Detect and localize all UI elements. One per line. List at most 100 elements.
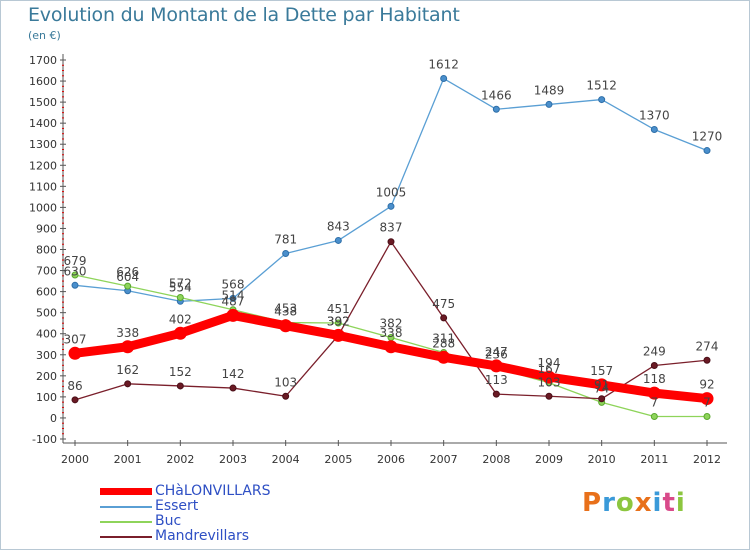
logo-letter: r bbox=[602, 488, 616, 518]
data-point[interactable] bbox=[489, 359, 503, 373]
data-point[interactable] bbox=[173, 326, 187, 340]
data-point[interactable] bbox=[279, 319, 293, 333]
data-point[interactable] bbox=[387, 238, 395, 246]
data-point[interactable] bbox=[229, 294, 237, 302]
data-label: 781 bbox=[274, 233, 297, 247]
y-minor-tick bbox=[62, 201, 64, 203]
y-minor-tick bbox=[62, 412, 64, 414]
data-label: 7 bbox=[703, 395, 711, 409]
data-point[interactable] bbox=[282, 392, 290, 400]
data-point[interactable] bbox=[542, 370, 556, 384]
data-point[interactable] bbox=[71, 396, 79, 404]
x-tick-label: 2010 bbox=[588, 453, 616, 466]
data-label: 307 bbox=[64, 332, 87, 346]
data-point[interactable] bbox=[334, 319, 342, 327]
y-minor-tick bbox=[62, 285, 64, 287]
data-point[interactable] bbox=[124, 282, 132, 290]
y-minor-tick bbox=[62, 427, 64, 429]
data-point[interactable] bbox=[545, 100, 553, 108]
data-label: 514 bbox=[222, 289, 245, 303]
data-point[interactable] bbox=[703, 356, 711, 364]
data-point[interactable] bbox=[492, 105, 500, 113]
data-point[interactable] bbox=[703, 412, 711, 420]
y-tick-label: 800 bbox=[36, 244, 57, 257]
y-tick-label: 1400 bbox=[29, 117, 57, 130]
y-minor-tick bbox=[62, 259, 64, 261]
x-tick-label: 2004 bbox=[272, 453, 300, 466]
data-point[interactable] bbox=[71, 271, 79, 279]
y-minor-tick bbox=[62, 327, 64, 329]
data-label: 438 bbox=[274, 305, 297, 319]
data-label: 604 bbox=[116, 270, 139, 284]
y-minor-tick bbox=[62, 133, 64, 135]
x-tick-label: 2007 bbox=[430, 453, 458, 466]
data-label: 288 bbox=[432, 336, 455, 350]
logo-letter: P bbox=[582, 488, 603, 518]
data-point[interactable] bbox=[647, 386, 661, 400]
data-label: 392 bbox=[327, 314, 350, 328]
data-label: 91 bbox=[594, 378, 609, 392]
y-minor-tick bbox=[62, 296, 64, 298]
data-label: 194 bbox=[538, 356, 561, 370]
data-point[interactable] bbox=[650, 362, 658, 370]
data-point[interactable] bbox=[384, 340, 398, 354]
data-point[interactable] bbox=[226, 308, 240, 322]
data-point[interactable] bbox=[124, 380, 132, 388]
y-minor-tick bbox=[62, 191, 64, 193]
y-minor-tick bbox=[62, 433, 64, 435]
y-minor-tick bbox=[62, 391, 64, 393]
data-label: 86 bbox=[67, 379, 82, 393]
data-label: 630 bbox=[64, 264, 87, 278]
data-label: 626 bbox=[116, 265, 139, 279]
data-point[interactable] bbox=[440, 75, 448, 83]
data-point[interactable] bbox=[595, 378, 609, 392]
legend-swatch-chalonvillars bbox=[100, 488, 152, 495]
data-point[interactable] bbox=[598, 395, 606, 403]
data-point[interactable] bbox=[437, 350, 451, 364]
y-minor-tick bbox=[62, 75, 64, 77]
data-point[interactable] bbox=[700, 392, 714, 406]
data-label: 1489 bbox=[534, 83, 565, 97]
x-tick-label: 2008 bbox=[482, 453, 510, 466]
y-tick-label: 100 bbox=[36, 391, 57, 404]
data-point[interactable] bbox=[176, 382, 184, 390]
x-tick-label: 2005 bbox=[324, 453, 352, 466]
data-point[interactable] bbox=[650, 412, 658, 420]
data-point[interactable] bbox=[492, 390, 500, 398]
data-label: 392 bbox=[327, 314, 350, 328]
data-point[interactable] bbox=[440, 314, 448, 322]
data-point[interactable] bbox=[334, 236, 342, 244]
data-label: 451 bbox=[327, 302, 350, 316]
data-point[interactable] bbox=[282, 250, 290, 258]
data-point[interactable] bbox=[545, 392, 553, 400]
data-point[interactable] bbox=[121, 340, 135, 354]
y-tick-label: 400 bbox=[36, 328, 57, 341]
y-minor-tick bbox=[62, 380, 64, 382]
data-point[interactable] bbox=[68, 346, 82, 360]
data-label: 679 bbox=[64, 254, 87, 268]
x-tick-label: 2002 bbox=[166, 453, 194, 466]
x-tick-label: 2011 bbox=[640, 453, 668, 466]
y-minor-tick bbox=[62, 91, 64, 93]
y-tick-label: 900 bbox=[36, 222, 57, 235]
data-point[interactable] bbox=[71, 281, 79, 289]
chart-title: Evolution du Montant de la Dette par Hab… bbox=[28, 4, 460, 26]
data-point[interactable] bbox=[387, 202, 395, 210]
legend-label-mandrevillars: Mandrevillars bbox=[155, 528, 250, 544]
data-point[interactable] bbox=[331, 328, 345, 342]
data-label: 1512 bbox=[586, 79, 617, 93]
y-minor-tick bbox=[62, 70, 64, 72]
logo-letter: i bbox=[675, 488, 686, 518]
y-minor-tick bbox=[62, 180, 64, 182]
data-label: 142 bbox=[222, 367, 245, 381]
x-tick-label: 2001 bbox=[114, 453, 142, 466]
data-point[interactable] bbox=[598, 96, 606, 104]
y-tick-label: 1600 bbox=[29, 75, 57, 88]
data-point[interactable] bbox=[229, 384, 237, 392]
data-point[interactable] bbox=[650, 125, 658, 133]
y-tick-label: 200 bbox=[36, 370, 57, 383]
data-point[interactable] bbox=[176, 294, 184, 302]
chart-axes: -100 0 100 200 300 400 500 600 700 800 900 1000 1100… bbox=[29, 54, 727, 466]
data-label: 118 bbox=[643, 372, 666, 386]
data-point[interactable] bbox=[703, 147, 711, 155]
